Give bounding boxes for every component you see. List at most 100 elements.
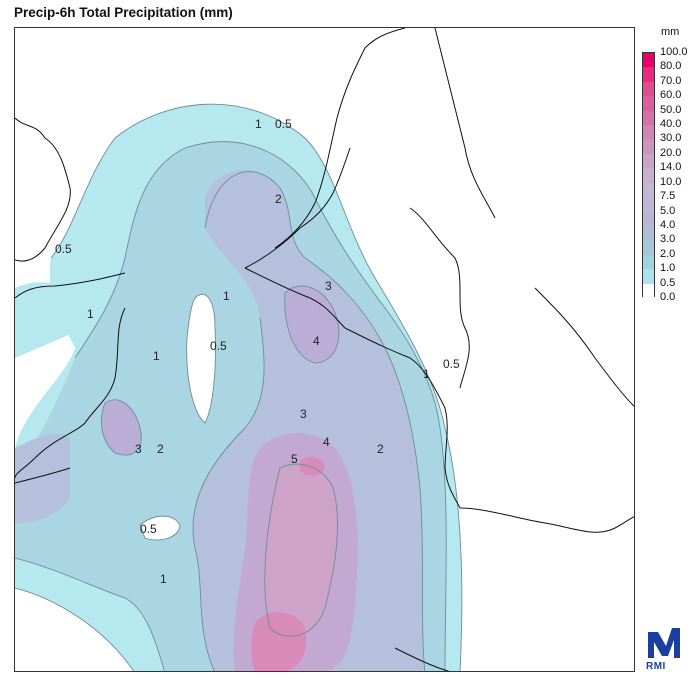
- contour-1: [74, 141, 447, 671]
- precip-area-4: [264, 464, 338, 637]
- legend-level-label: 10.0: [660, 175, 682, 188]
- color-legend: mm 100.0 80.0 70.0 60.0 50.0 40.0 30.0 20.0 14.0…: [640, 0, 700, 320]
- france-coastline: [15, 307, 126, 479]
- contour-label: 2: [275, 192, 282, 206]
- border-de-east: [434, 28, 496, 219]
- contour-label: 0.5: [55, 242, 72, 256]
- contour-label: 1: [87, 307, 94, 321]
- legend-swatch: [643, 182, 654, 198]
- contour-label-group: 0.5 1 2 0.5 1 3 4 1 0.5 1 0.5 3 2 3 4 5 …: [55, 117, 460, 586]
- legend-swatch: [643, 168, 654, 184]
- contour-label: 5: [291, 452, 298, 466]
- legend-level-label: 2.0: [660, 247, 676, 260]
- contour-hole-1: [186, 293, 216, 424]
- contour-label: 4: [323, 435, 330, 449]
- legend-swatch: [643, 110, 654, 126]
- legend-swatch: [643, 153, 654, 169]
- legend-level-label: 3.0: [660, 233, 676, 246]
- legend-level-label: 50.0: [660, 103, 682, 116]
- precip-area-3: [101, 399, 142, 456]
- contour-lines: [15, 103, 463, 671]
- contour-2: [204, 171, 426, 671]
- continent-coastline: [274, 28, 406, 249]
- border-ch: [459, 507, 634, 533]
- contour-label: 2: [377, 442, 384, 456]
- uk-south-coast: [15, 272, 126, 299]
- legend-level-label: 1.0: [660, 262, 676, 275]
- legend-level-label: 60.0: [660, 89, 682, 102]
- contour-1-sw: [15, 557, 165, 671]
- contour-label: 3: [300, 407, 307, 421]
- precipitation-map: 0.5 1 2 0.5 1 3 4 1 0.5 1 0.5 3 2 3 4 5 …: [14, 27, 635, 672]
- rmi-logo: RMI: [646, 626, 686, 676]
- legend-swatch: [643, 283, 654, 299]
- contour-label: 0.5: [140, 522, 157, 536]
- legend-level-label: 7.5: [660, 190, 676, 203]
- border-fr-de: [344, 327, 461, 509]
- contour-hole-2: [139, 515, 181, 541]
- contour-0.5-sw: [15, 587, 135, 671]
- contour-label: 4: [313, 334, 320, 348]
- legend-swatch: [643, 139, 654, 155]
- legend-level-label: 30.0: [660, 132, 682, 145]
- legend-level-label: 80.0: [660, 60, 682, 73]
- legend-color-bar: [642, 52, 655, 299]
- legend-swatch: [643, 81, 654, 97]
- contour-2-inner: [192, 317, 265, 671]
- contour-label: 1: [153, 349, 160, 363]
- legend-level-label: 70.0: [660, 74, 682, 87]
- precip-area-5-south: [251, 612, 307, 671]
- coastlines: [15, 28, 634, 671]
- legend-swatch: [643, 225, 654, 241]
- map-title: Precip-6h Total Precipitation (mm): [14, 5, 233, 20]
- rmi-logo-mark: [648, 628, 680, 658]
- legend-level-label: 0.5: [660, 276, 676, 289]
- legend-swatch: [643, 96, 654, 112]
- contour-label: 1: [223, 289, 230, 303]
- uk-coastline: [15, 117, 71, 262]
- contour-4: [264, 463, 339, 637]
- contour-label: 3: [325, 279, 332, 293]
- contour-label: 3: [135, 442, 142, 456]
- benelux-coast: [244, 147, 351, 269]
- biscay-coast: [15, 467, 71, 484]
- contour-label: 0.5: [275, 117, 292, 131]
- legend-swatch: [643, 211, 654, 227]
- precip-area-0.5-west: [15, 282, 85, 358]
- contour-label: 2: [157, 442, 164, 456]
- contour-3-west: [101, 399, 142, 456]
- legend-level-label: 4.0: [660, 218, 676, 231]
- contour-label: 0.5: [443, 357, 460, 371]
- legend-swatch: [643, 67, 654, 83]
- contour-3-east: [284, 285, 340, 364]
- precip-hole-1: [186, 294, 216, 423]
- border-es: [394, 647, 450, 671]
- rmi-logo-text: RMI: [646, 661, 666, 672]
- border-cz: [534, 287, 634, 407]
- precip-hole-2: [140, 516, 180, 540]
- precip-area-2-west: [15, 433, 70, 523]
- legend-swatch: [643, 254, 654, 270]
- contour-label: 1: [255, 117, 262, 131]
- contour-label: 1: [160, 572, 167, 586]
- precip-area-3-east: [284, 285, 339, 363]
- legend-level-label: 0.0: [660, 291, 676, 303]
- legend-swatch: [643, 240, 654, 256]
- legend-swatch: [643, 269, 654, 285]
- legend-level-label: 5.0: [660, 204, 676, 217]
- border-de: [409, 207, 470, 389]
- legend-level-label: 100.0: [660, 46, 688, 58]
- legend-level-label: 14.0: [660, 161, 682, 174]
- legend-unit: mm: [661, 26, 680, 38]
- map-canvas: 0.5 1 2 0.5 1 3 4 1 0.5 1 0.5 3 2 3 4 5 …: [15, 28, 634, 671]
- legend-level-label: 40.0: [660, 118, 682, 131]
- legend-swatch: [643, 197, 654, 213]
- legend-level-label: 20.0: [660, 146, 682, 159]
- legend-swatch: [643, 125, 654, 141]
- contour-label: 1: [423, 367, 430, 381]
- precip-fields: [15, 104, 462, 671]
- contour-0.5: [50, 103, 463, 671]
- legend-swatch: [643, 53, 654, 68]
- border-fr-be: [244, 267, 346, 329]
- contour-label: 0.5: [210, 339, 227, 353]
